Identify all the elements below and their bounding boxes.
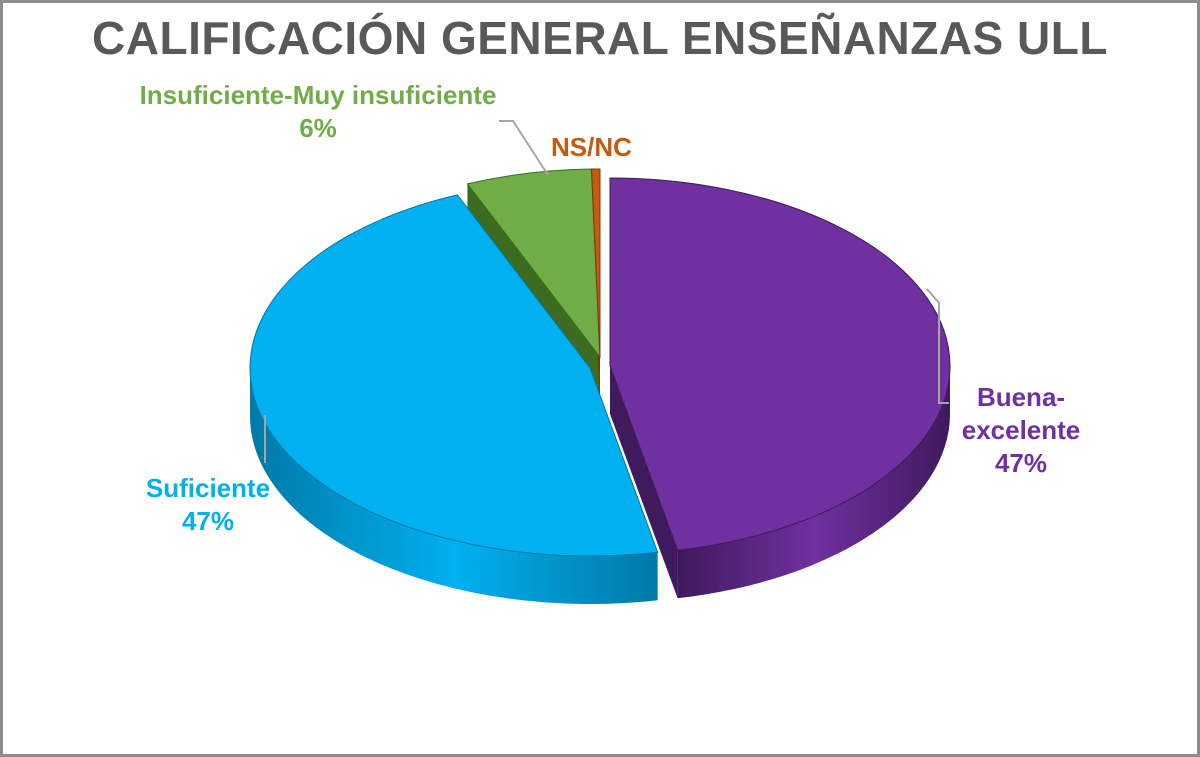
label-buena-excelente: Buena- excelente 47% bbox=[951, 381, 1091, 480]
label-ns-nc-name: NS/NC bbox=[551, 132, 632, 162]
slice-side-0 bbox=[677, 366, 950, 599]
label-suficiente: Suficiente 47% bbox=[123, 472, 293, 538]
leader-insuficiente bbox=[499, 120, 549, 176]
slice-cut-0 bbox=[610, 366, 678, 599]
slice-side-1 bbox=[250, 368, 658, 604]
label-insuficiente: Insuficiente-Muy insuficiente 6% bbox=[103, 79, 533, 145]
label-buena-excelente-line1: Buena- bbox=[976, 382, 1066, 412]
chart-title: CALIFICACIÓN GENERAL ENSEÑANZAS ULL bbox=[92, 12, 1108, 64]
slice-ns-nc bbox=[590, 168, 601, 358]
slice-insuficiente bbox=[466, 168, 601, 359]
leader-buena-excelente bbox=[926, 288, 949, 404]
label-buena-excelente-value: 47% bbox=[994, 448, 1048, 478]
label-insuficiente-name: Insuficiente-Muy insuficiente bbox=[139, 80, 497, 110]
pie-chart bbox=[249, 120, 951, 604]
label-suficiente-name: Suficiente bbox=[145, 473, 271, 503]
slice-buena-excelente bbox=[609, 177, 951, 551]
label-buena-excelente-line2: excelente bbox=[961, 415, 1081, 445]
label-suficiente-value: 47% bbox=[181, 506, 235, 536]
label-ns-nc: NS/NC bbox=[551, 131, 661, 164]
label-insuficiente-value: 6% bbox=[299, 113, 337, 143]
